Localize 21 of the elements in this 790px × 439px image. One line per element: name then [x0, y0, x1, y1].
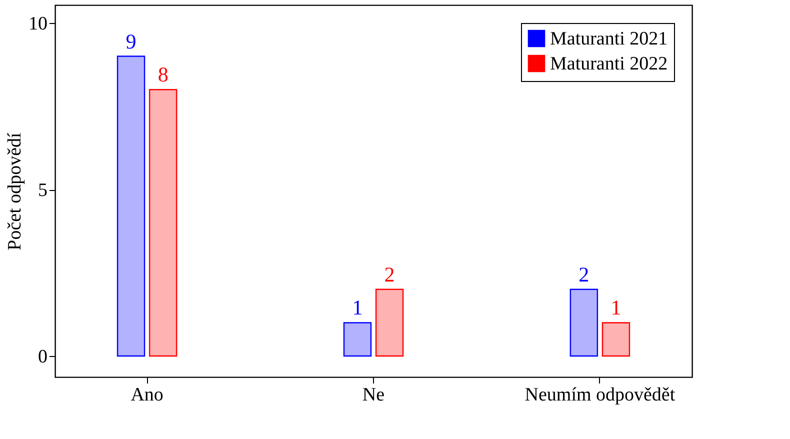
data-label: 8: [158, 62, 168, 87]
bar: [570, 288, 598, 357]
data-label: 2: [578, 262, 590, 286]
x-tick-label: Ano: [130, 384, 164, 406]
data-label: 9: [126, 29, 136, 54]
bar: [148, 88, 178, 357]
data-label: 2: [384, 262, 395, 286]
bar: [375, 288, 404, 357]
y-tick-label: 0: [38, 346, 48, 368]
legend-label: Maturanti 2021: [550, 28, 668, 50]
x-tick-label: Neumím odpovědět: [524, 384, 676, 406]
legend-label: Maturanti 2022: [550, 54, 668, 74]
bar: [116, 56, 146, 357]
bar: [602, 322, 630, 357]
x-tick-label: Ne: [362, 384, 385, 406]
data-label: 1: [352, 296, 363, 320]
y-axis-title: Počet odpovědí: [4, 132, 26, 250]
data-label: 1: [610, 296, 622, 320]
bar: [343, 322, 372, 357]
y-tick-label: 10: [28, 13, 48, 34]
y-tick-label: 5: [38, 180, 48, 201]
